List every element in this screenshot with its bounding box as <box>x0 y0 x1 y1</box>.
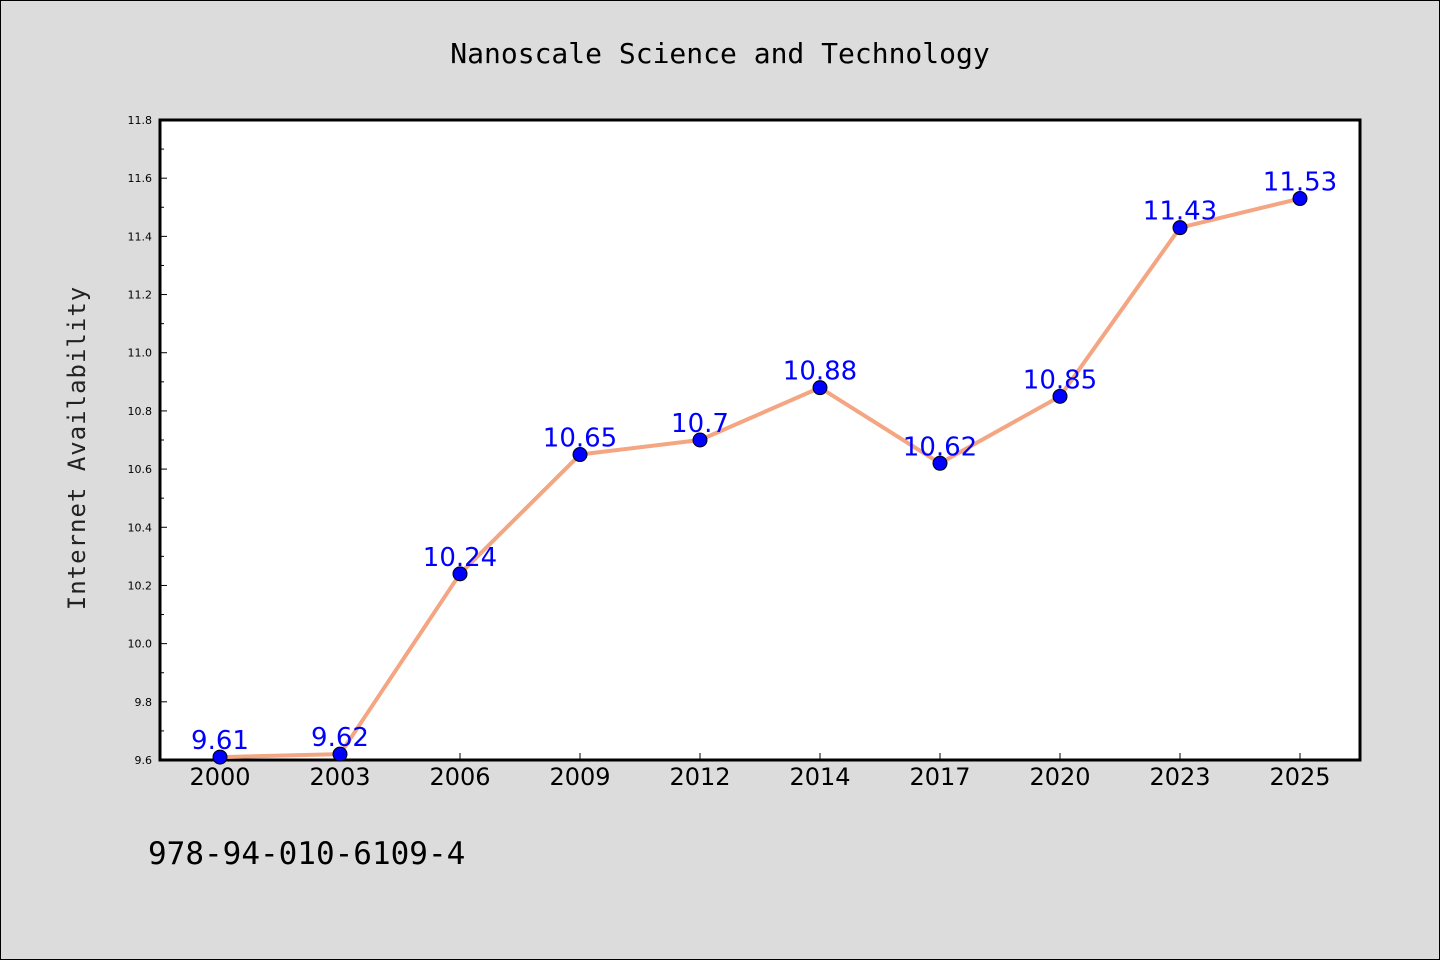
data-label: 10.65 <box>543 424 617 454</box>
data-label: 10.88 <box>783 357 857 387</box>
data-label: 11.53 <box>1263 168 1337 198</box>
data-label: 10.24 <box>423 543 497 573</box>
y-tick-label: 11.2 <box>128 289 153 302</box>
x-tick-label: 2009 <box>549 763 610 791</box>
y-tick-label: 10.8 <box>128 405 153 418</box>
data-point <box>1172 220 1188 236</box>
y-tick-label: 11.0 <box>128 347 153 360</box>
data-label: 9.62 <box>311 723 369 753</box>
data-point <box>452 566 468 582</box>
data-label: 10.85 <box>1023 365 1097 395</box>
x-tick-label: 2025 <box>1269 763 1330 791</box>
plot-area <box>158 118 1362 762</box>
x-tick-label: 2000 <box>189 763 250 791</box>
data-label: 9.61 <box>191 726 249 756</box>
y-tick-label: 11.4 <box>128 230 153 243</box>
data-label: 10.7 <box>671 409 729 439</box>
x-tick-label: 2017 <box>909 763 970 791</box>
data-point <box>932 455 948 471</box>
data-point <box>1052 388 1068 404</box>
y-tick-label: 10.0 <box>128 638 153 651</box>
isbn-text: 978-94-010-6109-4 <box>148 836 465 872</box>
x-axis: 2000 2003 2006 2009 2012 2014 2017 2020 2023 2025 <box>189 753 1331 791</box>
data-point <box>692 432 708 448</box>
data-point <box>1292 191 1308 207</box>
y-tick-label: 10.6 <box>128 463 153 476</box>
y-tick-label: 11.8 <box>128 114 153 127</box>
data-point <box>332 746 348 762</box>
y-tick-label: 10.2 <box>128 579 153 592</box>
series-line <box>219 196 1301 760</box>
y-tick-label: 10.4 <box>128 521 153 534</box>
y-tick-label: 9.8 <box>135 696 153 709</box>
y-tick-label: 9.6 <box>135 754 153 767</box>
data-label: 11.43 <box>1143 197 1217 227</box>
x-tick-label: 2006 <box>429 763 490 791</box>
x-tick-label: 2023 <box>1149 763 1210 791</box>
data-label: 10.62 <box>903 432 977 462</box>
y-axis-label: Internet Availability <box>63 286 91 610</box>
y-tick-label: 11.6 <box>128 172 153 185</box>
data-point <box>812 380 828 396</box>
chart-title: Nanoscale Science and Technology <box>450 37 989 70</box>
data-point <box>212 749 228 765</box>
x-tick-label: 2012 <box>669 763 730 791</box>
series-layer: 9.61 9.62 10.24 10.65 10.7 10.88 10.62 10.85 11.… <box>191 168 1337 765</box>
y-axis: 9.6 9.8 10.0 10.2 10.4 10.6 10.8 11.0 11.2 11.4 11… <box>128 114 167 767</box>
x-tick-label: 2003 <box>309 763 370 791</box>
x-tick-label: 2020 <box>1029 763 1090 791</box>
data-point <box>572 447 588 463</box>
x-tick-label: 2014 <box>789 763 850 791</box>
